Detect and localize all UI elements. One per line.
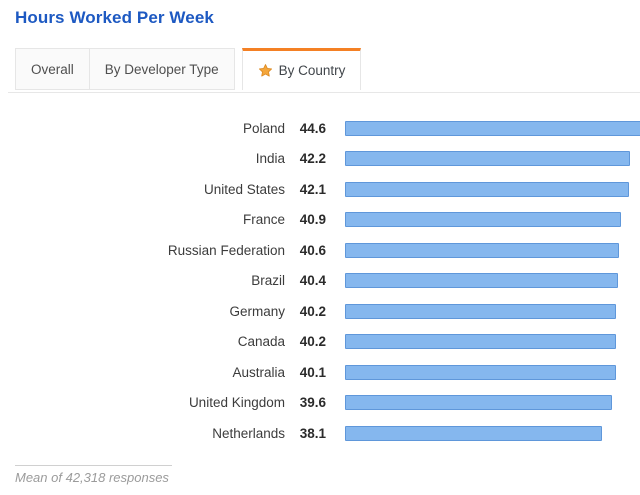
bar-category-label: Australia — [232, 364, 285, 380]
bar-category-label: Canada — [237, 334, 285, 350]
bar[interactable] — [345, 151, 630, 167]
chart-row: Germany 40.2 — [0, 296, 640, 327]
bar[interactable] — [345, 303, 617, 319]
bar-category-label: France — [242, 212, 285, 228]
bar[interactable] — [345, 273, 618, 289]
chart-row: Poland 44.6 — [0, 113, 640, 144]
bar[interactable] — [345, 181, 629, 197]
bar-value-label: 38.1 — [299, 425, 326, 441]
tab-overall[interactable]: Overall — [15, 48, 90, 90]
bar-category-label: Brazil — [251, 273, 285, 289]
bar-track — [345, 395, 640, 411]
bar-category-label: Poland — [242, 120, 285, 136]
tab-by-developer-type-label: By Developer Type — [104, 61, 219, 77]
chart-row: Brazil 40.4 — [0, 266, 640, 297]
bar-track — [345, 212, 640, 228]
footer-divider — [15, 465, 172, 466]
chart-note: Mean of 42,318 responses — [15, 470, 169, 485]
bar[interactable] — [345, 334, 617, 350]
bar-track — [345, 151, 640, 167]
tab-by-country[interactable]: By Country — [241, 48, 362, 90]
star-icon — [258, 64, 272, 77]
bar-value-label: 42.2 — [299, 151, 326, 167]
bar[interactable] — [345, 212, 621, 228]
bar-category-label: India — [255, 151, 285, 167]
page-title: Hours Worked Per Week — [15, 8, 214, 27]
hours-by-country-bar-chart: Poland 44.6 India 42.2 United States 42.1 Fran… — [0, 113, 640, 449]
chart-row: Canada 40.2 — [0, 327, 640, 358]
bar[interactable] — [345, 395, 613, 411]
bar-track — [345, 242, 640, 258]
bar-category-label: United States — [203, 181, 285, 197]
chart-row: India 42.2 — [0, 144, 640, 175]
chart-row: France 40.9 — [0, 205, 640, 236]
chart-row: Russian Federation 40.6 — [0, 235, 640, 266]
chart-row: Australia 40.1 — [0, 357, 640, 388]
chart-row: United States 42.1 — [0, 174, 640, 205]
bar-track — [345, 273, 640, 289]
bar[interactable] — [345, 242, 619, 258]
bar-value-label: 40.9 — [299, 212, 326, 228]
bar-track — [345, 303, 640, 319]
chart-row: Netherlands 38.1 — [0, 418, 640, 449]
bar-category-label: Germany — [229, 303, 285, 319]
bar-value-label: 40.1 — [299, 364, 326, 380]
bar-category-label: United Kingdom — [188, 395, 285, 411]
bar-track — [345, 425, 640, 441]
bar[interactable] — [345, 364, 616, 380]
bar-category-label: Netherlands — [212, 425, 285, 441]
tab-overall-label: Overall — [31, 61, 74, 77]
tab-bar: Overall By Developer Type By Country — [8, 48, 640, 93]
tab-by-developer-type[interactable]: By Developer Type — [88, 48, 235, 90]
bar-track — [345, 120, 640, 136]
bar-value-label: 42.1 — [299, 181, 326, 197]
bar-track — [345, 364, 640, 380]
bar-value-label: 44.6 — [299, 120, 326, 136]
bar-category-label: Russian Federation — [167, 242, 285, 258]
bar-value-label: 40.2 — [299, 303, 326, 319]
tab-by-country-label: By Country — [278, 63, 346, 78]
chart-row: United Kingdom 39.6 — [0, 388, 640, 419]
bar-track — [345, 334, 640, 350]
bar-value-label: 40.6 — [299, 242, 326, 258]
bar-value-label: 40.2 — [299, 334, 326, 350]
bar[interactable] — [345, 120, 640, 136]
bar-value-label: 39.6 — [299, 395, 326, 411]
bar-track — [345, 181, 640, 197]
bar[interactable] — [345, 425, 602, 441]
bar-value-label: 40.4 — [299, 273, 326, 289]
